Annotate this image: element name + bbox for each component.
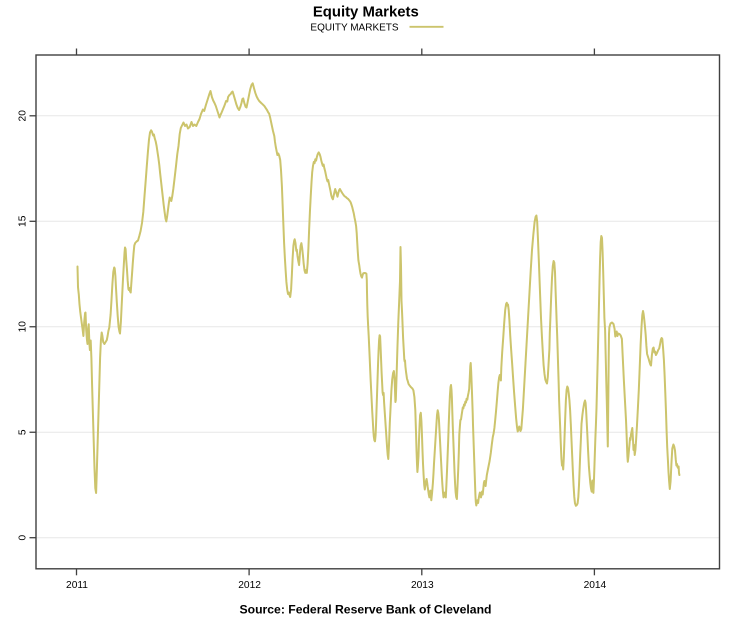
svg-text:2012: 2012 xyxy=(238,580,261,591)
svg-text:10: 10 xyxy=(18,321,29,333)
svg-text:0: 0 xyxy=(18,535,29,541)
svg-text:Source: Federal Reserve Bank o: Source: Federal Reserve Bank of Clevelan… xyxy=(240,603,492,617)
svg-text:20: 20 xyxy=(18,110,29,122)
svg-text:2014: 2014 xyxy=(584,580,607,591)
svg-text:2011: 2011 xyxy=(66,580,88,591)
svg-text:15: 15 xyxy=(18,215,29,227)
svg-text:5: 5 xyxy=(18,429,29,435)
svg-text:2013: 2013 xyxy=(411,580,434,591)
svg-text:EQUITY MARKETS: EQUITY MARKETS xyxy=(310,23,398,34)
svg-text:Equity Markets: Equity Markets xyxy=(313,5,419,21)
